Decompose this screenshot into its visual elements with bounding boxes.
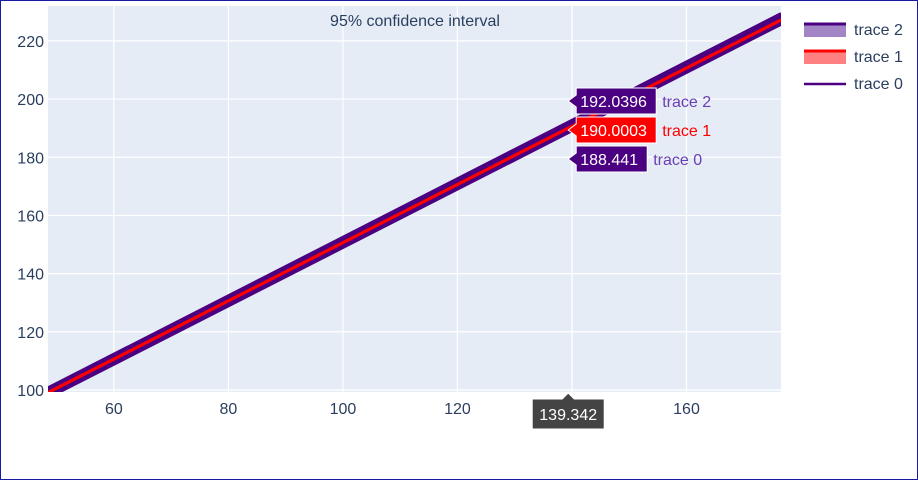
hover-box [567,145,648,173]
legend-swatch-band [804,50,846,64]
grid-lines [48,6,781,392]
chart-title: 95% confidence interval [330,13,500,30]
x-tick-label: 80 [219,401,237,418]
hover-box [567,116,657,144]
hover-label-trace-2: 192.0396 trace 2 [567,87,711,115]
hover-x-box [531,392,605,430]
legend-label: trace 1 [854,49,903,66]
hover-label-trace-1: 190.0003 trace 1 [567,116,711,144]
legend-label: trace 0 [854,76,903,93]
y-tick-label: 220 [17,34,44,51]
hover-label-trace-0: 188.441 trace 0 [567,145,702,173]
legend-item-trace-1[interactable]: trace 1 [804,49,903,66]
series-line-trace-0 [56,22,781,392]
x-tick-label: 120 [444,401,471,418]
hover-box [567,87,657,115]
legend-label: trace 2 [854,22,903,39]
legend[interactable]: trace 2 trace 1 trace 0 [804,22,903,93]
x-tick-label: 100 [330,401,357,418]
legend-item-trace-2[interactable]: trace 2 [804,22,903,39]
hover-series-name: trace 2 [662,94,711,111]
series-line-trace-1-top [48,18,781,392]
y-tick-label: 160 [17,208,44,225]
hover-tooltips: 192.0396 trace 2 190.0003 trace 1 188.441 tra… [531,87,711,430]
y-tick-label: 120 [17,325,44,342]
y-tick-label: 200 [17,92,44,109]
hover-series-name: trace 1 [662,123,711,140]
hover-series-name: trace 0 [653,152,702,169]
x-tick-label: 160 [673,401,700,418]
x-tick-label: 60 [105,401,123,418]
hover-value: 188.441 [580,152,638,169]
hover-x-label: 139.342 [531,392,605,430]
y-tick-label: 140 [17,267,44,284]
y-tick-label: 100 [17,383,44,400]
y-tick-label: 180 [17,150,44,167]
hover-x-value: 139.342 [539,407,597,424]
series-line-trace-2 [48,12,781,390]
legend-item-trace-0[interactable]: trace 0 [804,76,903,93]
legend-swatch-band [804,23,846,37]
hover-value: 192.0396 [580,94,647,111]
hover-value: 190.0003 [580,123,647,140]
